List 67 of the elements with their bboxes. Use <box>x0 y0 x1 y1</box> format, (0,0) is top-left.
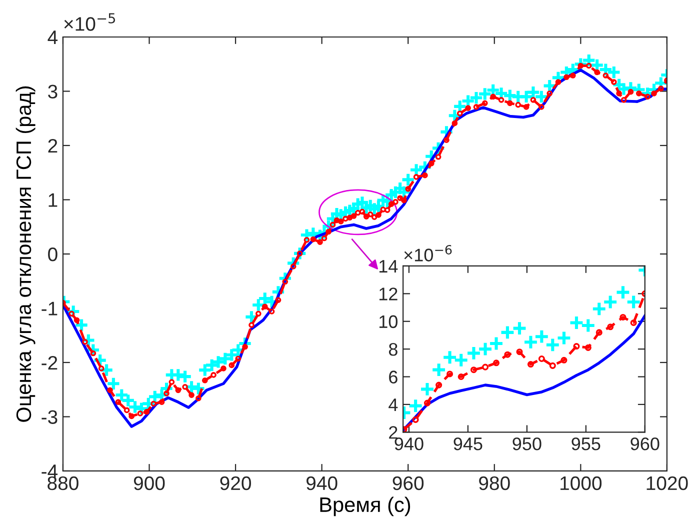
x-tick-label: 945 <box>454 437 482 450</box>
y-tick-label: 12 <box>380 288 398 300</box>
y-tick-label: 1 <box>48 193 58 207</box>
y-tick-label: 2 <box>389 426 398 439</box>
point <box>470 366 477 374</box>
point <box>466 345 482 361</box>
text: ×10$^{−5}$ <box>64 13 116 31</box>
y-tick-label: 0 <box>48 247 58 262</box>
y-tick-label: -1 <box>42 302 58 316</box>
point <box>446 370 454 378</box>
point <box>420 381 435 397</box>
point <box>556 330 572 346</box>
y-tick-label: 6 <box>389 370 398 384</box>
x-tick-label: 1020 <box>646 476 688 490</box>
point <box>436 382 442 388</box>
x-tick-label: 950 <box>512 437 542 450</box>
x-tick-label: 960 <box>630 437 660 450</box>
y-tick-label: 2 <box>48 138 58 153</box>
point <box>560 356 568 364</box>
point <box>504 351 511 358</box>
y-tick-label: -2 <box>42 356 58 370</box>
point <box>516 348 523 356</box>
point <box>527 361 534 368</box>
point <box>630 319 637 326</box>
annotation: ×10$^{−6}$ <box>404 244 452 262</box>
point <box>626 294 642 310</box>
point <box>512 320 528 336</box>
y-tick-label: 4 <box>48 30 58 44</box>
x-tick-label: 1000 <box>560 476 602 490</box>
point <box>431 362 447 378</box>
x-tick-label: 960 <box>392 476 424 490</box>
y-tick-label: 4 <box>388 398 398 411</box>
y-axis-title: Оценка угла отклонения ГСП (рад) <box>16 86 36 422</box>
point <box>549 362 556 369</box>
point <box>442 350 458 366</box>
x-tick-label: 980 <box>479 476 510 490</box>
point <box>568 315 584 330</box>
point <box>492 360 500 366</box>
point <box>580 318 596 334</box>
y-tick-label: -3 <box>42 410 58 424</box>
point <box>544 337 560 353</box>
point <box>607 324 614 330</box>
x-axis-title: Время (с) <box>320 496 410 516</box>
y-tick-label: 3 <box>48 84 58 98</box>
point <box>424 400 431 406</box>
x-tick-label: 900 <box>134 476 165 490</box>
point <box>408 398 424 414</box>
point <box>500 324 516 340</box>
y-tick-label: 8 <box>388 342 398 356</box>
point <box>596 329 602 336</box>
point <box>573 343 580 350</box>
point <box>615 284 631 300</box>
point <box>482 364 489 370</box>
x-tick-label: 940 <box>394 437 424 450</box>
y-tick-label: -4 <box>42 464 58 478</box>
point <box>620 314 626 320</box>
x-tick-label: 920 <box>220 476 251 490</box>
point <box>453 352 469 368</box>
point <box>538 355 545 362</box>
point <box>458 373 464 380</box>
y-tick-label: 14 <box>380 260 398 273</box>
point <box>584 344 592 351</box>
x-tick-label: 955 <box>572 437 600 450</box>
x-tick-label: 880 <box>48 476 78 490</box>
y-tick-label: 10 <box>380 315 398 328</box>
point <box>412 416 419 423</box>
x-tick-label: 940 <box>306 476 338 490</box>
